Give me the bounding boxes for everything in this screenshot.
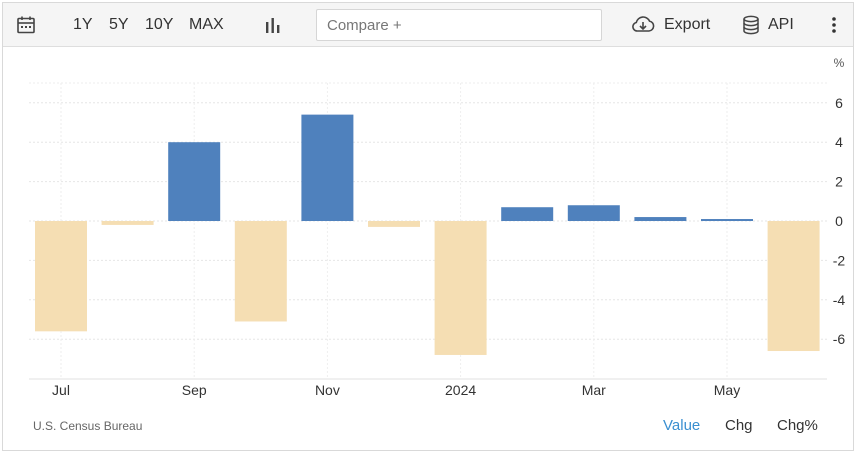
export-button[interactable]: Export [630,3,710,47]
y-tick-label: -2 [833,252,846,268]
api-button[interactable]: API [742,3,794,47]
toolbar: 1Y 5Y 10Y MAX Export [3,3,853,47]
y-tick-label: 4 [835,134,843,150]
bar-5 [368,221,420,227]
bar-2 [168,142,221,221]
y-tick-label: 2 [835,174,843,190]
compare-input[interactable] [316,9,602,41]
bar-4 [301,114,354,221]
y-tick-label: -4 [833,292,846,308]
bar-11 [767,221,820,352]
x-tick-label: Mar [582,382,606,398]
mode-chg-button[interactable]: Chg [725,417,753,434]
y-tick-label: -6 [833,331,846,347]
database-icon [742,15,760,35]
x-tick-label: May [714,382,740,398]
calendar-icon[interactable] [16,3,36,47]
more-vertical-icon[interactable] [831,3,837,47]
api-label: API [768,16,794,33]
mode-value-button[interactable]: Value [663,417,701,434]
bar-chart-icon[interactable] [264,3,282,47]
export-label: Export [664,16,711,33]
range-10y-button[interactable]: 10Y [145,16,174,33]
bar-7 [501,207,554,221]
bar-9 [634,217,687,221]
cloud-download-icon [630,16,656,34]
mode-chg-pct-button[interactable]: Chg% [777,417,818,434]
range-1y-button[interactable]: 1Y [73,16,93,33]
x-tick-label: Sep [182,382,207,398]
source-label: U.S. Census Bureau [33,419,143,433]
bar-6 [434,221,487,355]
bar-3 [234,221,287,322]
x-tick-label: 2024 [445,382,476,398]
x-tick-label: Nov [315,382,340,398]
bar-10 [701,219,753,221]
x-tick-label: Jul [52,382,70,398]
bar-8 [567,205,620,221]
y-tick-label: 0 [835,213,843,229]
range-5y-button[interactable]: 5Y [109,16,129,33]
bar-0 [35,221,87,332]
bar-chart: 6 4 2 0 -2 -4 -6% Jul Sep Nov 2024 Mar May [29,56,846,398]
range-max-button[interactable]: MAX [189,16,224,33]
y-unit-label: % [834,56,845,70]
y-tick-label: 6 [835,95,843,111]
bar-1 [101,221,154,225]
